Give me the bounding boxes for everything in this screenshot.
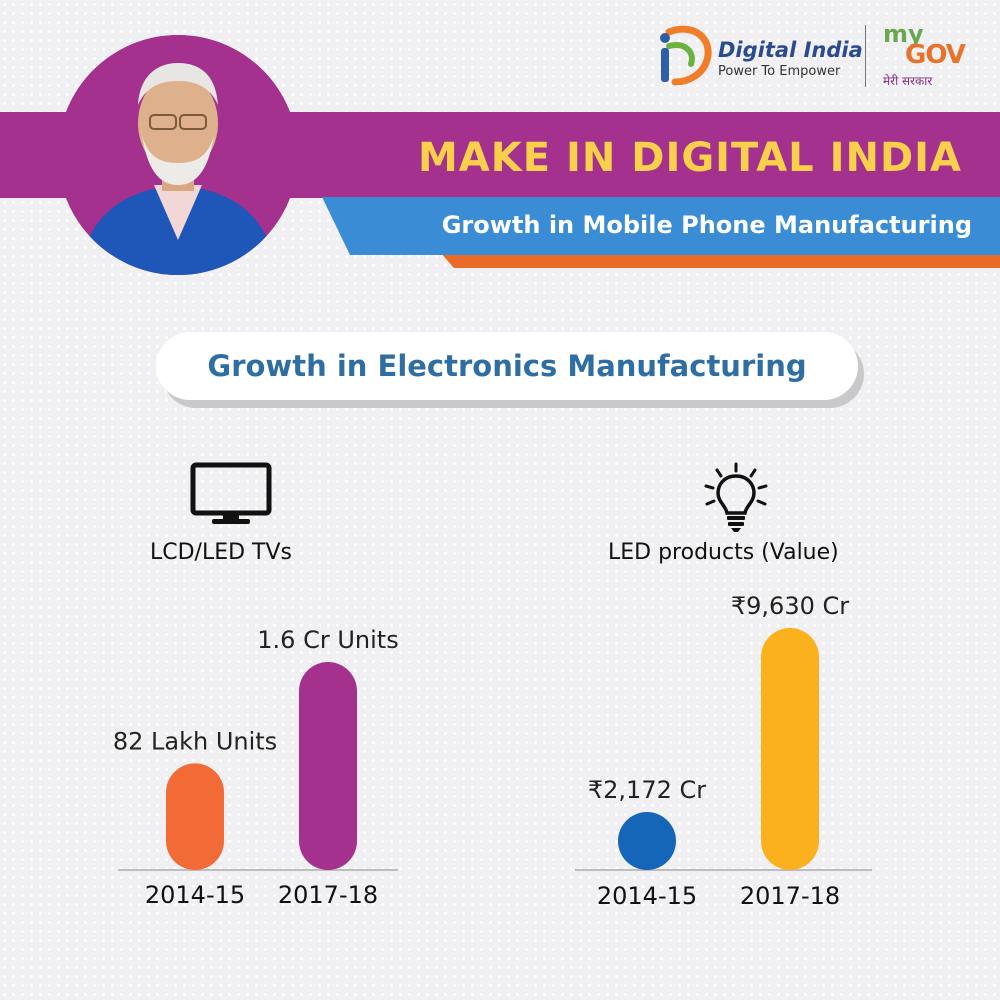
category-label: 2017-18 — [278, 881, 378, 909]
main-title: MAKE IN DIGITAL INDIA — [417, 135, 962, 181]
logo-block: Digital India Power To Empower my GOV मे… — [655, 20, 975, 90]
value-label: ₹2,172 Cr — [588, 776, 706, 804]
tv-chart-title: LCD/LED TVs — [150, 540, 293, 565]
value-label: 1.6 Cr Units — [257, 626, 398, 654]
digital-india-wordmark: Digital India — [718, 38, 863, 62]
category-label: 2014-15 — [597, 882, 697, 910]
section-pill: Growth in Electronics Manufacturing — [156, 332, 858, 400]
subtitle: Growth in Mobile Phone Manufacturing — [441, 211, 972, 239]
mygov-hindi-tagline: मेरी सरकार — [883, 74, 933, 88]
value-label: 82 Lakh Units — [113, 727, 277, 755]
bar-2014-15 — [618, 812, 676, 870]
portrait-avatar — [58, 35, 298, 275]
category-label: 2014-15 — [145, 881, 245, 909]
bar-2017-18 — [761, 628, 819, 870]
tv-bar-chart: 82 Lakh Units 2014-15 1.6 Cr Units 2017-18 — [113, 626, 399, 909]
led-bar-chart: ₹2,172 Cr 2014-15 ₹9,630 Cr 2017-18 — [575, 592, 872, 910]
bulb-icon — [704, 462, 768, 532]
category-label: 2017-18 — [740, 882, 840, 910]
bar-2017-18 — [299, 662, 357, 870]
section-title: Growth in Electronics Manufacturing — [207, 349, 807, 383]
orange-accent-band — [440, 252, 1000, 268]
tv-icon — [190, 462, 272, 524]
mygov-gov-wordmark: GOV — [905, 40, 966, 70]
led-chart-title: LED products (Value) — [608, 540, 839, 565]
mygov-my-wordmark: my — [883, 20, 924, 48]
portrait-illustration — [58, 35, 298, 275]
digital-india-logo-icon — [660, 25, 712, 86]
digital-india-tagline: Power To Empower — [718, 64, 841, 79]
value-label: ₹9,630 Cr — [731, 592, 849, 620]
logo-divider — [865, 25, 866, 87]
subtitle-band — [322, 197, 1000, 255]
bar-2014-15 — [166, 763, 224, 870]
